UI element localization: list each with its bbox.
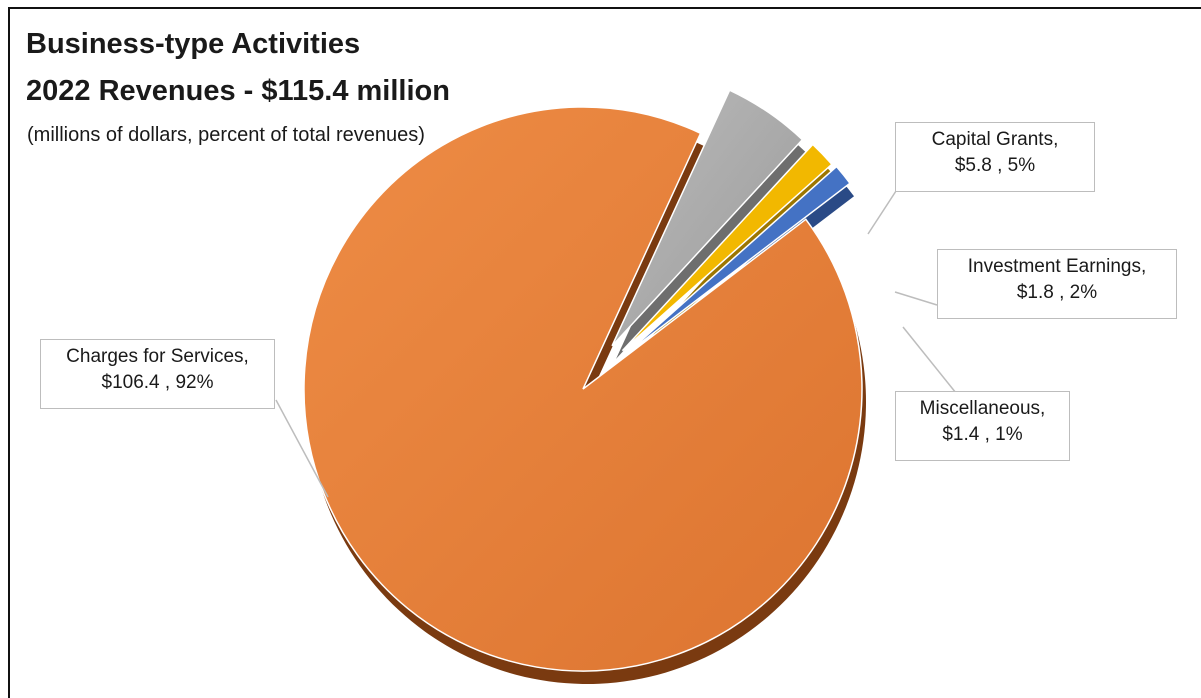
label-charges-for-services: Charges for Services, $106.4 , 92% bbox=[40, 339, 275, 409]
label-capital-line2: $5.8 , 5% bbox=[954, 155, 1036, 176]
label-investment-line2: $1.8 , 2% bbox=[1016, 282, 1098, 303]
chart-subtitle-main: 2022 Revenues - $115.4 million bbox=[26, 75, 450, 107]
leader-line bbox=[275, 399, 329, 498]
label-misc-line1: Miscellaneous, bbox=[919, 398, 1046, 419]
chart-subtitle: (millions of dollars, percent of total r… bbox=[27, 124, 425, 146]
label-charges-line1: Charges for Services, bbox=[66, 346, 249, 367]
slice-capital-grants bbox=[611, 89, 804, 347]
slice-investment-earnings bbox=[621, 143, 833, 352]
slice-charges-for-services bbox=[303, 106, 863, 672]
label-misc-line2: $1.4 , 1% bbox=[942, 424, 1023, 445]
leader-line bbox=[867, 190, 897, 235]
chart-title: Business-type Activities bbox=[26, 28, 361, 60]
label-charges-line2: $106.4 , 92% bbox=[101, 372, 214, 393]
leader-lines bbox=[275, 190, 957, 498]
label-capital-grants: Capital Grants, $5.8 , 5% bbox=[895, 122, 1095, 192]
label-miscellaneous: Miscellaneous, $1.4 , 1% bbox=[895, 391, 1070, 461]
label-investment-earnings: Investment Earnings, $1.8 , 2% bbox=[937, 249, 1177, 319]
slice-miscellaneous bbox=[626, 165, 852, 354]
leader-line bbox=[894, 291, 938, 306]
label-investment-line1: Investment Earnings, bbox=[967, 256, 1147, 277]
leader-line bbox=[902, 326, 957, 394]
label-capital-line1: Capital Grants, bbox=[931, 129, 1059, 150]
